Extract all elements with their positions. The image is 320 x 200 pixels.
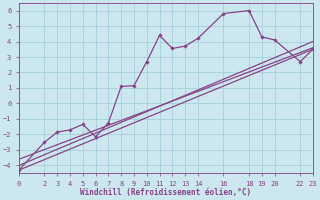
X-axis label: Windchill (Refroidissement éolien,°C): Windchill (Refroidissement éolien,°C) (80, 188, 252, 197)
